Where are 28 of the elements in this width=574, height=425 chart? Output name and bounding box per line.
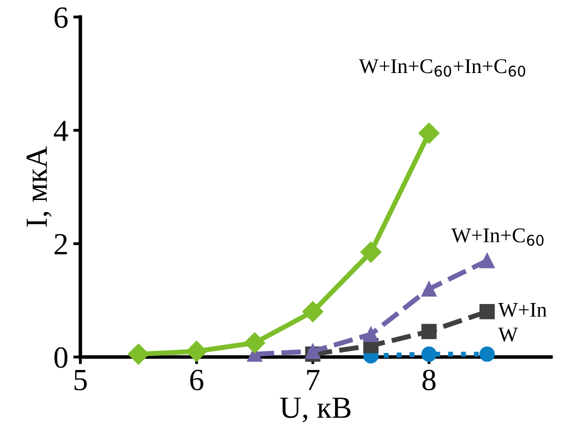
point bbox=[418, 122, 440, 144]
point bbox=[479, 253, 495, 268]
point bbox=[128, 344, 149, 365]
x-tick-label: 5 bbox=[74, 370, 87, 390]
series-label: W+In+C$_{60}$ bbox=[451, 228, 544, 246]
y-tick-label: 6 bbox=[54, 7, 68, 28]
y-tick-label: 2 bbox=[54, 234, 67, 254]
x-tick-label: 6 bbox=[190, 370, 204, 390]
point bbox=[421, 281, 437, 297]
point bbox=[302, 301, 324, 322]
y-tick-label: 4 bbox=[54, 120, 68, 141]
series-label: W+In bbox=[498, 303, 547, 317]
x-axis-title: U, кВ bbox=[280, 398, 350, 422]
y-axis-title: I, мкА bbox=[26, 146, 52, 227]
point bbox=[421, 346, 437, 362]
point bbox=[186, 340, 208, 362]
point bbox=[421, 324, 437, 340]
point bbox=[360, 242, 382, 263]
point bbox=[244, 332, 266, 354]
y-tick-label: 0 bbox=[54, 347, 68, 368]
text: W+In+C$_{60}$+In+C$_{60}$ bbox=[358, 59, 526, 77]
point bbox=[363, 326, 379, 342]
point bbox=[479, 304, 495, 320]
x-tick-label: 8 bbox=[422, 370, 436, 390]
point bbox=[479, 346, 495, 362]
point bbox=[305, 344, 320, 359]
series-label: W bbox=[498, 328, 518, 342]
x-tick-label: 7 bbox=[307, 370, 320, 390]
